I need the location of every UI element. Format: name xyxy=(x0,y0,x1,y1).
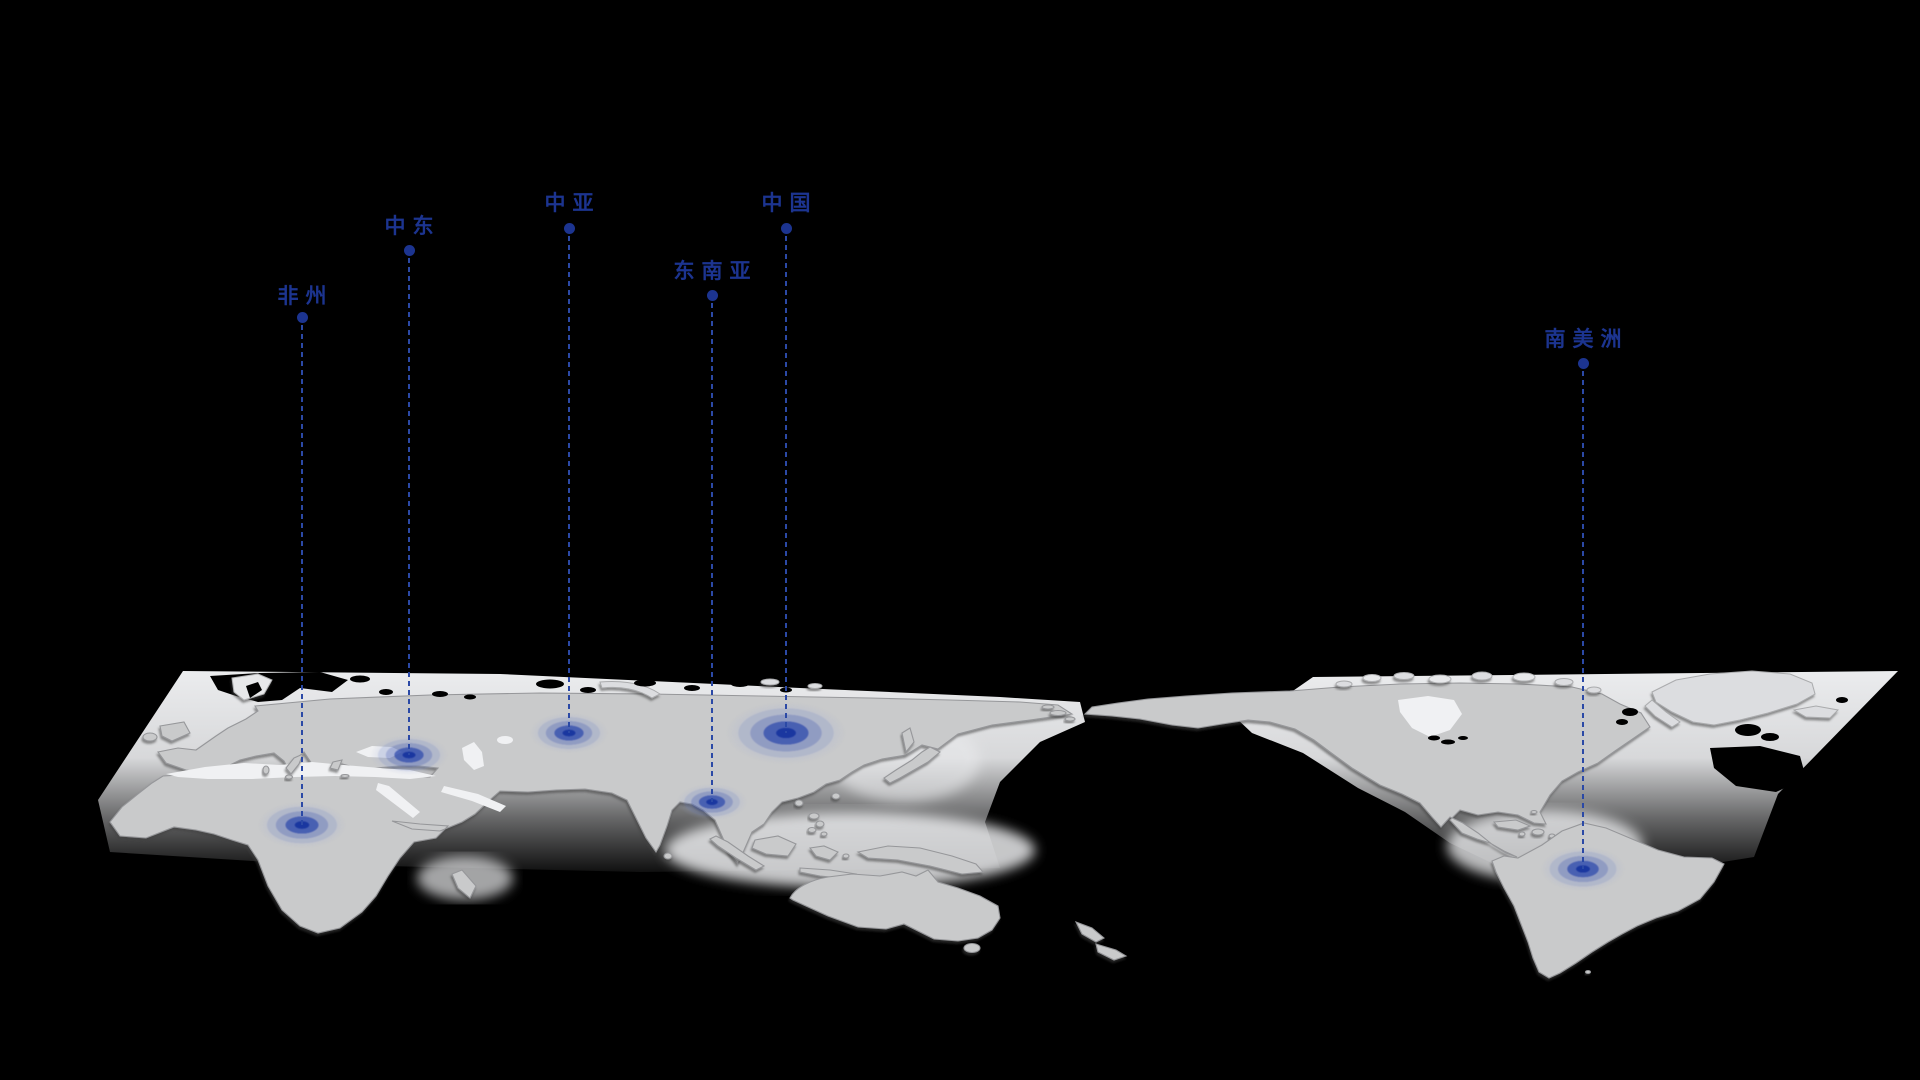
marker-line-icon xyxy=(301,325,303,825)
sicily-island xyxy=(284,774,294,780)
tasmania-island xyxy=(963,942,981,954)
arctic-sea-patches xyxy=(350,675,792,700)
persian-gulf xyxy=(441,786,506,812)
greenland-tail xyxy=(1644,699,1681,728)
red-sea xyxy=(376,783,420,818)
australia xyxy=(789,869,1001,942)
region-label[interactable]: 中亚 xyxy=(544,191,601,215)
marker-line-icon xyxy=(785,236,787,733)
hudson-bay xyxy=(1398,696,1462,737)
marker-dot-icon[interactable] xyxy=(780,222,792,234)
region-label[interactable]: 南美洲 xyxy=(1544,327,1629,351)
britain-island xyxy=(159,721,191,742)
sri-lanka-island xyxy=(663,852,673,860)
region-label[interactable]: 中国 xyxy=(761,191,818,215)
sulawesi-island xyxy=(809,845,839,861)
atlantic-dark-patches xyxy=(1710,697,1848,792)
crete-island xyxy=(340,773,350,779)
falkland-islands xyxy=(1584,969,1592,975)
marker-line-icon xyxy=(711,303,713,802)
marker-dot-icon[interactable] xyxy=(296,311,308,323)
philippine-islands xyxy=(807,812,828,837)
region-label[interactable]: 非州 xyxy=(277,284,334,308)
marker-dot-icon[interactable] xyxy=(1577,357,1589,369)
aleutian-islands xyxy=(1041,704,1076,722)
moluccas-island xyxy=(842,853,850,859)
novaya-zemlya xyxy=(599,681,661,699)
new-zealand-north xyxy=(1074,920,1105,943)
region-label[interactable]: 中东 xyxy=(384,214,441,238)
marker-line-icon xyxy=(1582,371,1584,869)
caspian-sea xyxy=(462,742,484,770)
region-label[interactable]: 东南亚 xyxy=(673,259,758,283)
baffin-sea-patches xyxy=(1616,708,1638,725)
sardinia-island xyxy=(262,765,270,775)
marker-dot-icon[interactable] xyxy=(706,289,718,301)
iceland xyxy=(1792,705,1840,719)
marker-line-icon xyxy=(408,258,410,755)
marker-dot-icon[interactable] xyxy=(563,222,575,234)
continent-north-america xyxy=(1041,670,1848,858)
ireland-island xyxy=(142,732,158,742)
siberian-arctic-islands xyxy=(760,678,823,689)
taiwan-island xyxy=(831,792,841,800)
sakhalin-island xyxy=(901,727,915,754)
new-guinea-island xyxy=(856,845,985,875)
marker-dot-icon[interactable] xyxy=(403,244,415,256)
baltic-sea xyxy=(246,682,262,698)
great-lakes xyxy=(1428,735,1468,745)
borneo-island xyxy=(751,835,797,857)
canadian-arctic-islands xyxy=(1335,671,1602,694)
marker-line-icon xyxy=(568,236,570,733)
sumatra-island xyxy=(709,835,766,871)
landmass-north-america xyxy=(1083,682,1651,858)
hainan-island xyxy=(794,799,804,807)
madagascar-island xyxy=(451,869,477,899)
japan-islands xyxy=(883,746,941,784)
greece-peninsula xyxy=(329,759,343,771)
aral-sea xyxy=(497,736,513,744)
greenland xyxy=(1651,670,1816,726)
new-zealand-south xyxy=(1095,943,1128,961)
